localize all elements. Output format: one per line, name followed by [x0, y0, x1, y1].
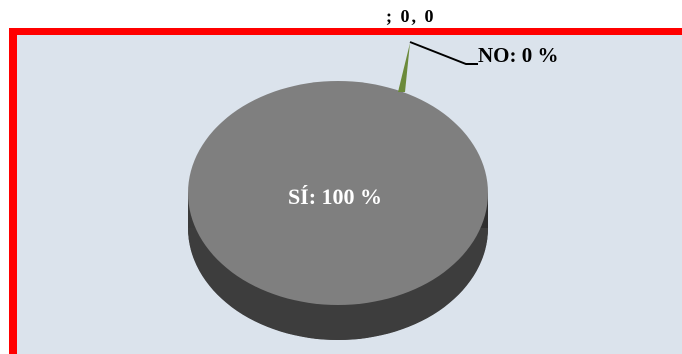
- pie-slice-no: [398, 43, 410, 92]
- stray-data-label: ; 0, 0: [386, 6, 436, 26]
- label-no: NO: 0 %: [478, 43, 559, 67]
- leader-line-no: [409, 41, 478, 65]
- pie-chart-svg: SÍ: 100 % NO: 0 %: [188, 41, 559, 340]
- label-si: SÍ: 100 %: [288, 184, 382, 209]
- pie-slice-si: [188, 81, 488, 305]
